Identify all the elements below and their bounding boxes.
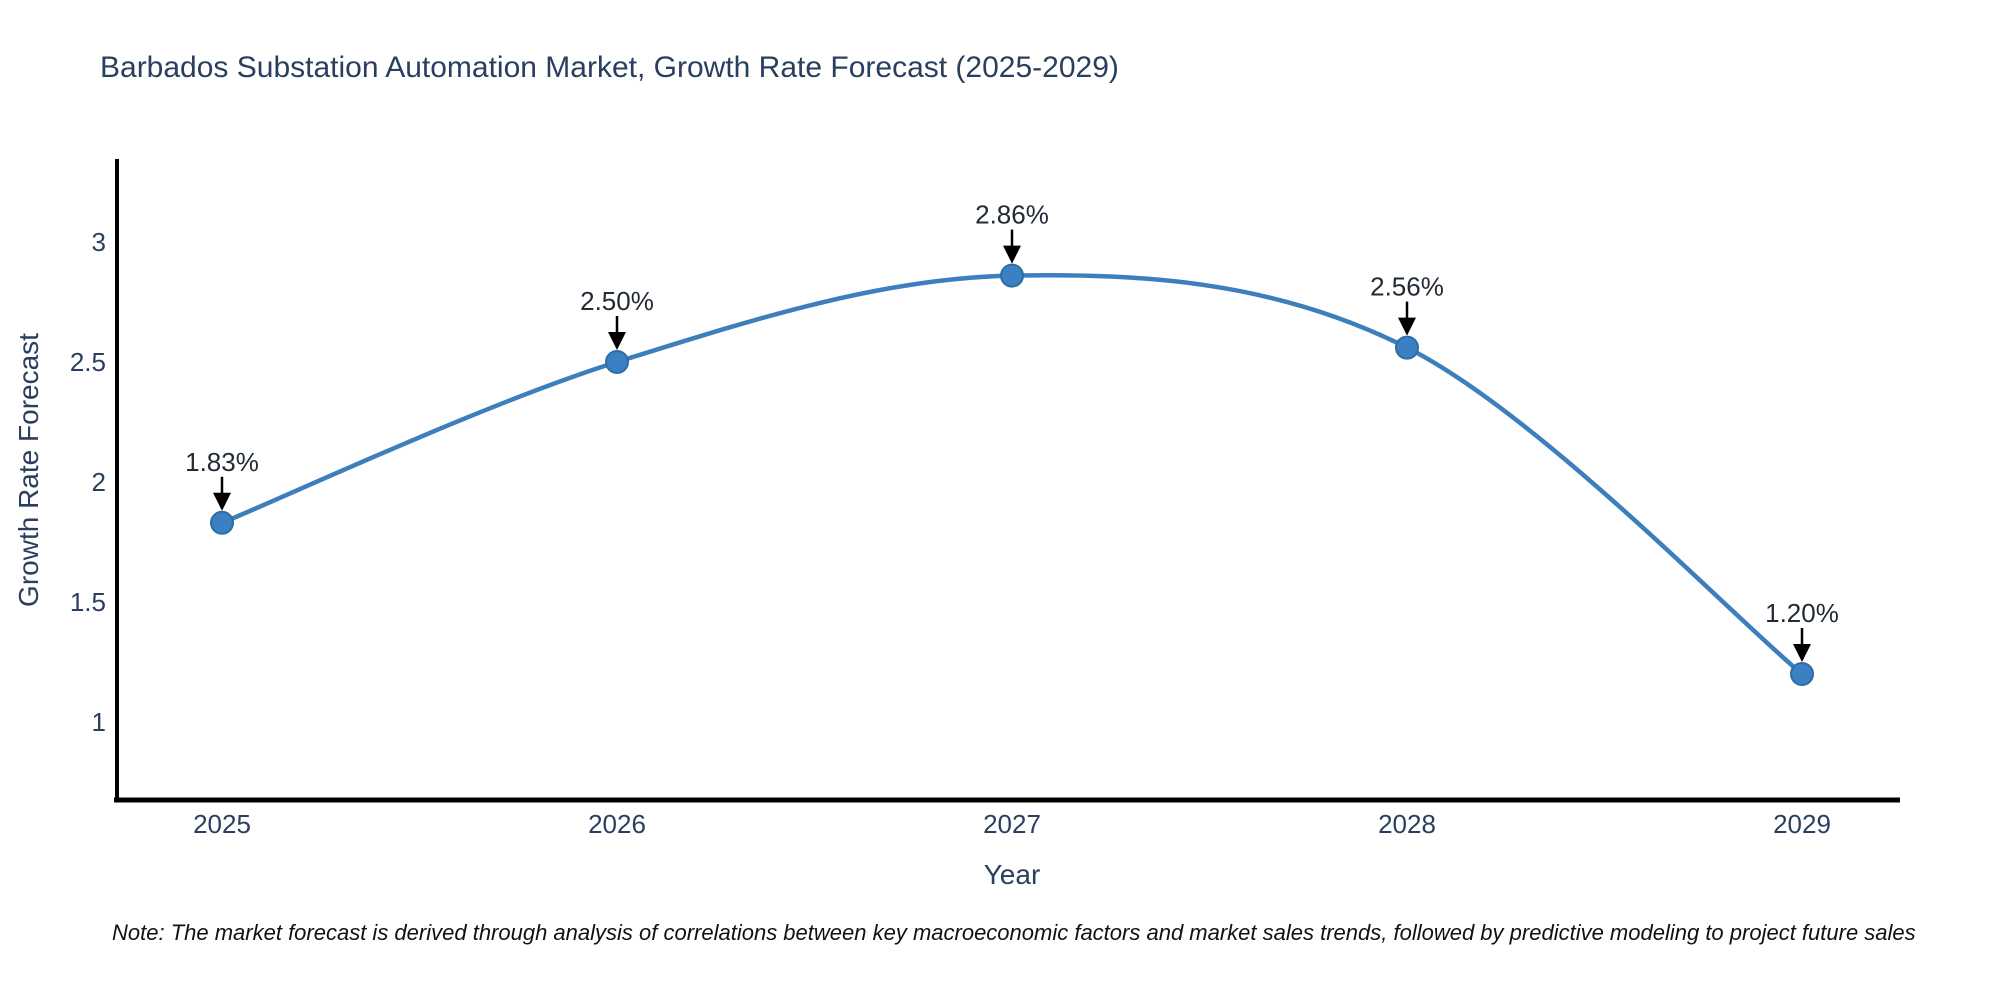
y-tick-label: 1 [92,707,106,737]
y-tick-label: 2 [92,467,106,497]
y-axis-title: Growth Rate Forecast [13,333,44,607]
y-tick-label: 3 [92,227,106,257]
x-tick-label: 2029 [1773,809,1831,839]
annotation-arrow-head [1398,317,1416,336]
data-point-marker [210,510,234,535]
plot-area: 1 1.5 2 2.5 3 2025 2026 2027 2028 2029 1.83% 2.50% 2… [70,159,1900,839]
point-value-label: 2.50% [580,286,654,316]
point-value-label: 2.56% [1370,272,1444,302]
data-point-marker [1000,263,1024,288]
data-point-marker [1790,662,1814,686]
point-value-label: 1.83% [185,447,259,477]
series-line [219,272,1805,677]
y-tick-label: 2.5 [70,347,106,377]
x-tick-label: 2026 [588,809,646,839]
annotation-arrow-head [1793,644,1811,662]
point-value-label: 2.86% [975,200,1049,230]
annotation-arrow-head [1003,245,1021,264]
point-value-label: 1.20% [1765,598,1839,628]
x-axis-title: Year [984,859,1041,890]
x-tick-label: 2028 [1378,809,1436,839]
footnote: Note: The market forecast is derived thr… [112,920,1916,945]
y-tick-label: 1.5 [70,587,106,617]
chart-title: Barbados Substation Automation Market, G… [100,51,1119,84]
data-point-marker [605,350,629,374]
x-tick-label: 2027 [983,809,1041,839]
x-tick-label: 2025 [193,809,251,839]
data-point-marker [1395,335,1419,360]
annotation-arrow-head [608,332,626,350]
annotation-arrow-head [213,492,231,511]
